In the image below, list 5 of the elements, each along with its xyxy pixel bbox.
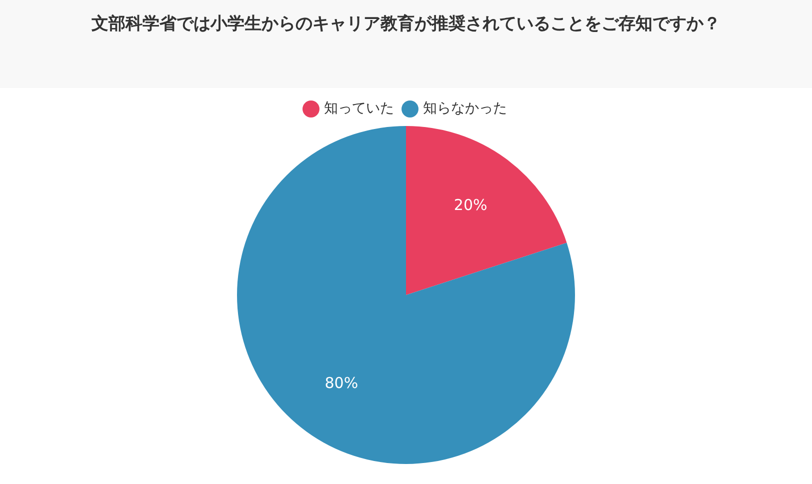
chart-title: 文部科学省では小学生からのキャリア教育が推奨されていることをご存知ですか？ xyxy=(0,0,812,88)
data-label: 20% xyxy=(454,196,488,214)
data-label: 80% xyxy=(324,374,358,392)
legend-label: 知らなかった xyxy=(423,100,507,117)
legend-label: 知っていた xyxy=(324,100,394,117)
